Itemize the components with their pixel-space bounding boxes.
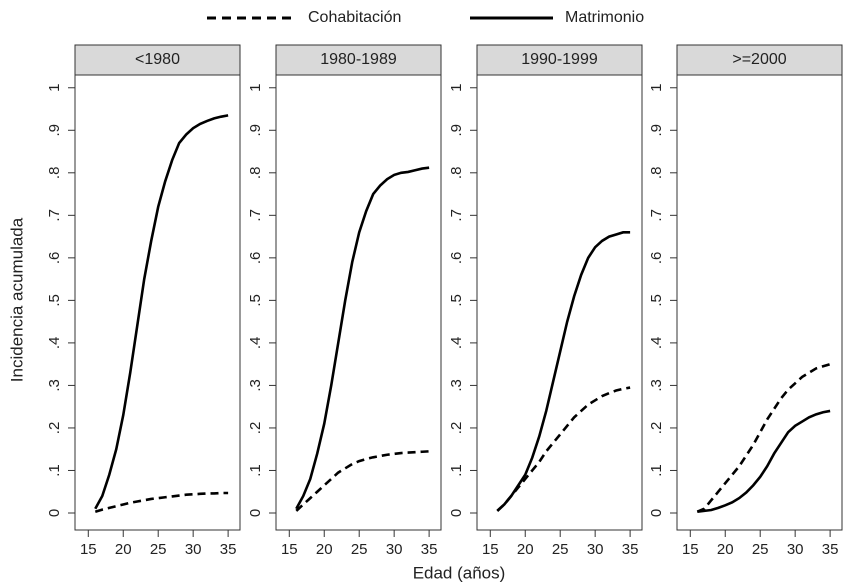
y-tick-label: .4	[448, 337, 465, 350]
panel-title: 1990-1999	[521, 51, 598, 68]
y-tick-label: .5	[247, 294, 264, 307]
x-tick-label: 35	[822, 541, 839, 558]
y-tick-label: .7	[448, 209, 465, 222]
y-tick-label: 1	[648, 84, 665, 92]
y-tick-label: .2	[448, 422, 465, 435]
x-tick-label: 25	[150, 541, 167, 558]
x-tick-label: 30	[185, 541, 202, 558]
x-tick-label: 25	[752, 541, 769, 558]
x-tick-label: 15	[682, 541, 699, 558]
y-tick-label: .4	[247, 337, 264, 350]
y-tick-label: .2	[648, 422, 665, 435]
y-tick-label: .8	[448, 167, 465, 180]
y-tick-label: .1	[247, 464, 264, 477]
y-tick-label: .4	[648, 337, 665, 350]
y-tick-label: .8	[648, 167, 665, 180]
y-tick-label: .7	[648, 209, 665, 222]
plot-frame	[275, 74, 442, 531]
y-tick-label: .5	[448, 294, 465, 307]
y-tick-label: .9	[247, 124, 264, 137]
panel-title: 1980-1989	[320, 51, 397, 68]
y-tick-label: .8	[247, 167, 264, 180]
x-tick-label: 20	[517, 541, 534, 558]
y-tick-label: 0	[448, 509, 465, 517]
y-tick-label: .9	[448, 124, 465, 137]
legend-label: Cohabitación	[308, 9, 401, 26]
panel-strip	[476, 44, 643, 76]
x-tick-label: 20	[115, 541, 132, 558]
y-tick-label: .5	[648, 294, 665, 307]
plot-frame	[74, 74, 241, 531]
line-series	[94, 114, 229, 510]
y-tick-label: .6	[648, 252, 665, 265]
x-tick-label: 25	[351, 541, 368, 558]
line-series	[496, 386, 631, 512]
y-tick-label: .5	[46, 294, 63, 307]
y-tick-label: .7	[46, 209, 63, 222]
line-series	[295, 166, 430, 510]
y-tick-label: 1	[448, 84, 465, 92]
x-tick-label: 20	[717, 541, 734, 558]
y-tick-label: .3	[448, 379, 465, 392]
y-tick-label: .1	[46, 464, 63, 477]
y-tick-label: .1	[448, 464, 465, 477]
y-tick-label: .1	[648, 464, 665, 477]
y-tick-label: .2	[46, 422, 63, 435]
x-tick-label: 15	[281, 541, 298, 558]
y-tick-label: .8	[46, 167, 63, 180]
x-tick-label: 30	[587, 541, 604, 558]
y-axis-label: Incidencia acumulada	[7, 217, 26, 382]
x-axis-label: Edad (años)	[413, 563, 506, 582]
line-series	[94, 491, 229, 513]
y-tick-label: .4	[46, 337, 63, 350]
y-tick-label: .6	[46, 252, 63, 265]
line-series	[295, 450, 430, 512]
y-tick-label: .3	[46, 379, 63, 392]
x-tick-label: 35	[622, 541, 639, 558]
x-tick-label: 20	[316, 541, 333, 558]
x-tick-label: 15	[80, 541, 97, 558]
y-tick-label: 1	[247, 84, 264, 92]
x-tick-label: 35	[421, 541, 438, 558]
line-series	[496, 231, 631, 512]
plot-frame	[676, 74, 843, 531]
x-tick-label: 30	[787, 541, 804, 558]
y-tick-label: 1	[46, 84, 63, 92]
legend-label: Matrimonio	[565, 9, 644, 26]
x-tick-label: 25	[552, 541, 569, 558]
y-tick-label: .9	[46, 124, 63, 137]
y-tick-label: .7	[247, 209, 264, 222]
panel-title: <1980	[135, 51, 180, 68]
y-tick-label: .3	[247, 379, 264, 392]
y-tick-label: .2	[247, 422, 264, 435]
line-series	[697, 409, 831, 514]
y-tick-label: 0	[46, 509, 63, 517]
y-tick-label: .9	[648, 124, 665, 137]
panel-title: >=2000	[732, 51, 786, 68]
y-tick-label: .3	[648, 379, 665, 392]
x-tick-label: 15	[482, 541, 499, 558]
panel-strip	[275, 44, 442, 76]
plot-frame	[476, 74, 643, 531]
y-tick-label: 0	[648, 509, 665, 517]
x-tick-label: 35	[220, 541, 237, 558]
y-tick-label: .6	[448, 252, 465, 265]
x-tick-label: 30	[386, 541, 403, 558]
y-tick-label: .6	[247, 252, 264, 265]
y-tick-label: 0	[247, 509, 264, 517]
line-series	[696, 362, 831, 513]
